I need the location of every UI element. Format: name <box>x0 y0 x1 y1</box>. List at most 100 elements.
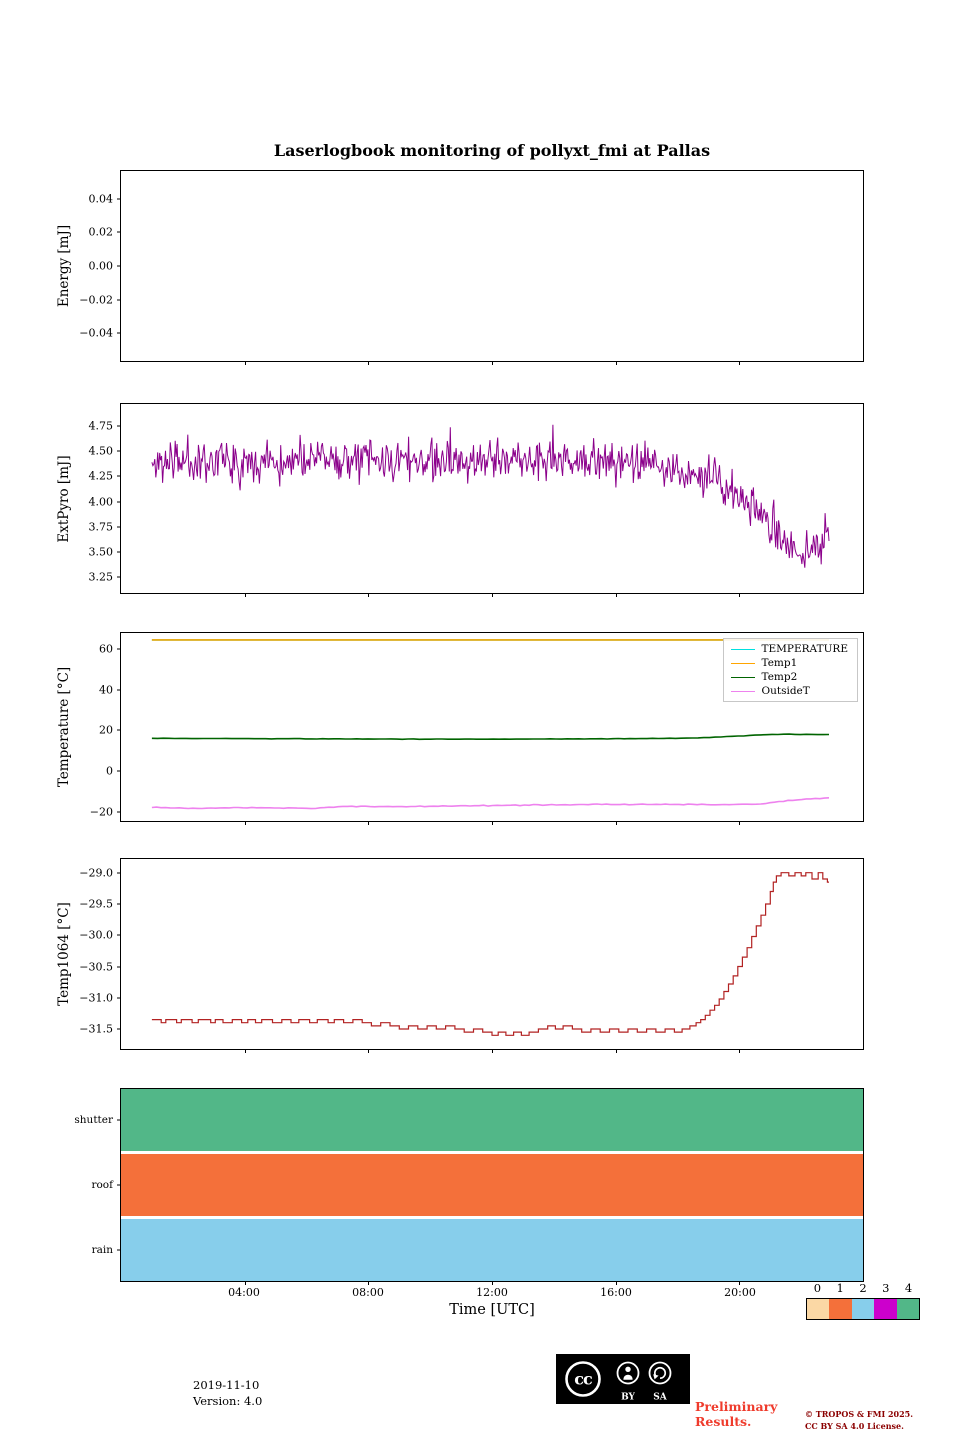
x-tick-mark <box>615 821 617 825</box>
cc-letters: cc <box>574 1370 593 1389</box>
legend-entry: OutsideT <box>730 685 849 697</box>
sa-label: SA <box>653 1393 667 1403</box>
copyright-line1: © TROPOS & FMI 2025. <box>805 1409 914 1419</box>
x-tick-mark <box>244 593 246 597</box>
y-tick-label: 60 <box>99 642 113 656</box>
y-tick-label: −30.0 <box>79 928 113 942</box>
colorbar-cell-0 <box>807 1299 830 1319</box>
colorbar-cell-1 <box>829 1299 852 1319</box>
person-head <box>625 1366 631 1372</box>
y-tick-label: 40 <box>99 683 113 697</box>
y-tick-label: 0.04 <box>88 192 114 206</box>
x-tick-mark <box>492 593 493 597</box>
figure-title: Laserlogbook monitoring of pollyxt_fmi a… <box>273 141 711 160</box>
status-band-rain <box>121 1219 863 1281</box>
y-tick-mark <box>117 231 121 233</box>
colorbar-cell-2 <box>851 1299 875 1319</box>
by-label: BY <box>621 1393 635 1403</box>
y-tick-mark <box>117 475 121 477</box>
legend-label: Temp1 <box>761 657 798 669</box>
y-tick-mark <box>117 1184 121 1186</box>
x-tick-mark <box>615 593 617 597</box>
colorbar-tick-label: 1 <box>836 1281 844 1295</box>
x-tick-label: 12:00 <box>476 1286 508 1299</box>
y-tick-label: 3.25 <box>88 570 114 584</box>
sa-arrow-icon <box>653 1366 667 1380</box>
y-tick-mark <box>117 526 121 528</box>
copyright-line2: CC BY SA 4.0 License. <box>805 1421 904 1431</box>
series-line-OutsideT <box>151 797 830 810</box>
legend-entry: Temp1 <box>730 657 849 669</box>
x-tick-mark <box>368 1049 370 1053</box>
by-person-icon <box>616 1361 640 1385</box>
y-tick-mark <box>117 1119 121 1121</box>
y-tick-mark <box>117 689 121 691</box>
x-tick-mark <box>244 361 246 365</box>
y-tick-mark <box>117 501 121 503</box>
x-tick-label: 16:00 <box>600 1286 632 1299</box>
y-tick-label: −29.5 <box>79 897 113 911</box>
cc-by-sa-badge: cc BY SA <box>556 1354 690 1404</box>
y-tick-label: 4.00 <box>88 495 114 509</box>
x-tick-label: 20:00 <box>724 1286 756 1299</box>
y-tick-label: 4.50 <box>88 444 114 458</box>
y-tick-label: 0.00 <box>88 259 114 273</box>
copyright-note: © TROPOS & FMI 2025. CC BY SA 4.0 Licens… <box>805 1408 913 1432</box>
y-tick-label: 0 <box>106 764 113 778</box>
legend-line-swatch <box>730 662 755 664</box>
x-tick-mark <box>368 361 370 365</box>
preliminary-results-note: Preliminary Results. <box>695 1399 777 1429</box>
y-tick-label: −0.02 <box>79 293 113 307</box>
colorbar-tick-label: 0 <box>813 1281 822 1295</box>
y-tick-mark <box>117 1249 121 1251</box>
y-tick-label: −20 <box>89 805 113 819</box>
legend-label: OutsideT <box>761 685 810 697</box>
sa-arrowhead <box>653 1374 659 1380</box>
preliminary-line2: Results. <box>695 1414 752 1429</box>
y-tick-mark <box>117 997 121 999</box>
y-tick-mark <box>117 332 121 334</box>
colorbar-cells <box>806 1298 920 1320</box>
y-tick-label: 3.75 <box>88 520 114 534</box>
temp1064-series-canvas <box>151 872 829 1036</box>
y-tick-label: −30.5 <box>79 960 113 973</box>
temperature-legend: TEMPERATURE Temp1 Temp2 OutsideT <box>722 638 858 702</box>
y-tick-mark <box>117 299 121 301</box>
legend-line-swatch <box>730 648 755 650</box>
extpyro-series-canvas <box>151 424 830 568</box>
x-tick-mark <box>739 1281 741 1285</box>
temp1064-plot: Temp1064 [°C] −29.0 −29.5 −30.0 −30.5 −31.0 −… <box>56 858 864 1053</box>
version-text: Version: 4.0 <box>193 1394 263 1408</box>
y-tick-mark <box>117 1028 121 1030</box>
status-row-label-rain: rain <box>91 1244 113 1256</box>
date-text: 2019-11-10 <box>193 1378 260 1392</box>
x-tick-mark <box>244 1281 246 1285</box>
y-tick-mark <box>117 551 121 553</box>
y-tick-mark <box>117 265 121 267</box>
x-tick-mark <box>615 1281 617 1285</box>
y-tick-mark <box>117 648 121 650</box>
colorbar-tick-label: 2 <box>859 1281 867 1295</box>
y-tick-mark <box>117 903 121 905</box>
person-body <box>623 1374 633 1380</box>
y-tick-mark <box>117 811 121 813</box>
y-tick-label: −0.04 <box>79 326 113 340</box>
status-band-roof <box>121 1154 863 1216</box>
x-tick-mark <box>492 1281 493 1285</box>
legend-line-swatch <box>730 690 755 692</box>
y-tick-mark <box>117 934 121 936</box>
colorbar-cell-4 <box>896 1299 920 1319</box>
legend-entry: TEMPERATURE <box>730 643 848 655</box>
y-tick-mark <box>117 966 121 967</box>
y-tick-label: 0.02 <box>88 225 114 239</box>
colorbar-tick-label: 3 <box>882 1281 890 1295</box>
y-tick-label: −31.0 <box>79 991 113 1005</box>
x-tick-label: 04:00 <box>228 1286 260 1299</box>
x-tick-mark <box>739 593 741 597</box>
y-tick-mark <box>117 450 121 452</box>
temperature-ylabel: Temperature [°C] <box>56 666 72 788</box>
y-tick-label: 4.75 <box>88 419 114 433</box>
